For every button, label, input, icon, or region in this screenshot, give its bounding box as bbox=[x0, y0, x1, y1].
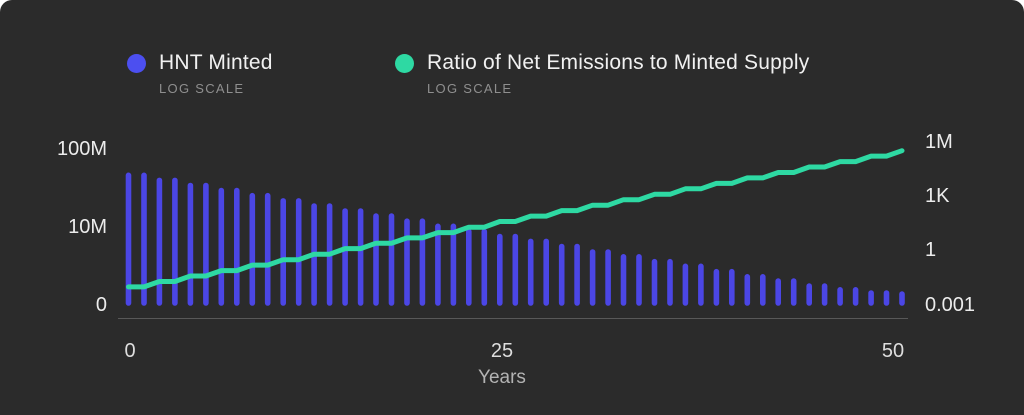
left-axis-tick-10m: 10M bbox=[68, 216, 107, 238]
x-axis-tick-50: 50 bbox=[881, 340, 905, 362]
line-ratio-net-emissions bbox=[126, 148, 905, 290]
legend-label-ratio: Ratio of Net Emissions to Minted Supply bbox=[427, 51, 810, 74]
legend-scale-note-hnt-minted: LOG SCALE bbox=[159, 81, 245, 96]
legend-scale-note-ratio: LOG SCALE bbox=[427, 81, 513, 96]
legend-item-ratio[interactable]: Ratio of Net Emissions to Minted Supply … bbox=[395, 52, 809, 95]
legend-label-hnt-minted: HNT Minted bbox=[159, 51, 273, 74]
legend-swatch-hnt-minted-icon bbox=[127, 54, 146, 73]
right-axis-tick-1m: 1M bbox=[925, 131, 953, 153]
x-axis-title: Years bbox=[478, 367, 526, 388]
x-axis-tick-25: 25 bbox=[490, 340, 514, 362]
right-axis-tick-1: 1 bbox=[925, 239, 937, 261]
x-axis-tick-0: 0 bbox=[124, 340, 136, 362]
left-axis-tick-0: 0 bbox=[95, 294, 107, 316]
right-axis-tick-1k: 1K bbox=[925, 185, 950, 207]
legend-swatch-ratio-icon bbox=[395, 54, 414, 73]
right-axis-tick-0001: 0.001 bbox=[925, 294, 976, 316]
legend-item-hnt-minted[interactable]: HNT Minted LOG SCALE bbox=[127, 52, 273, 95]
left-axis-tick-100m: 100M bbox=[56, 138, 107, 160]
